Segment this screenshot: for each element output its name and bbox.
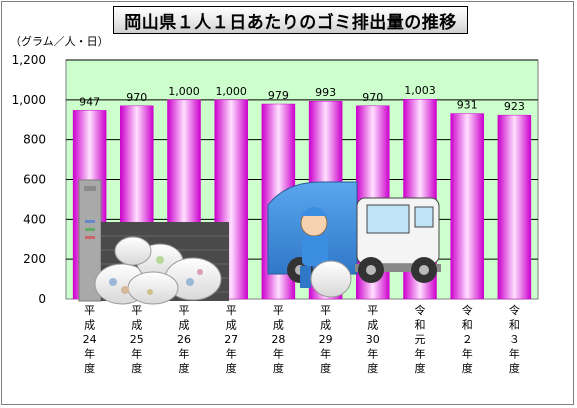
x-tick-label-part: 令 xyxy=(415,303,426,317)
garbage-truck-illustration xyxy=(267,181,441,298)
data-label: 947 xyxy=(79,95,100,108)
x-tick-label-part: 25 xyxy=(130,333,144,346)
x-tick-label-part: 令 xyxy=(509,303,520,317)
x-tick-label-part: 28 xyxy=(271,333,285,346)
x-tick-label-part: 度 xyxy=(273,361,284,375)
data-label: 923 xyxy=(504,100,525,113)
data-label: 970 xyxy=(362,91,383,104)
garbage-bags-illustration xyxy=(78,179,229,305)
x-tick-label-part: 成 xyxy=(226,319,237,332)
x-tick-label-part: 平 xyxy=(226,304,237,317)
y-tick-label: 1,000 xyxy=(12,93,46,107)
x-tick-label-part: 度 xyxy=(415,361,426,375)
x-tick-label-part: 成 xyxy=(367,319,378,332)
x-tick-label-part: 度 xyxy=(179,361,190,375)
chart-title: 岡山県１人１日あたりのゴミ排出量の推移 xyxy=(124,12,457,33)
x-tick-label-part: 30 xyxy=(366,333,380,346)
x-tick-label-part: 年 xyxy=(320,347,331,361)
y-tick-label: 200 xyxy=(23,252,46,266)
x-tick-label-part: 令 xyxy=(462,303,473,317)
x-tick-label-part: 成 xyxy=(84,319,95,332)
data-label: 931 xyxy=(457,99,478,112)
y-axis-ticks: 0 200 400 600 800 1,000 1,200 xyxy=(12,53,46,306)
x-tick-label-part: 度 xyxy=(367,361,378,375)
x-tick-label-part: 度 xyxy=(131,361,142,375)
x-axis-labels: 平成24年度平成25年度平成26年度平成27年度平成28年度平成29年度平成30… xyxy=(83,303,520,375)
x-tick-label-part: 元 xyxy=(415,333,426,346)
data-label: 970 xyxy=(126,91,147,104)
bar xyxy=(497,114,532,300)
x-tick-label-part: 年 xyxy=(179,347,190,361)
x-tick-label-part: 成 xyxy=(320,319,331,332)
x-tick-label-part: 年 xyxy=(462,347,473,361)
x-tick-label-part: 和 xyxy=(509,319,520,332)
bar xyxy=(450,113,484,300)
x-tick-label-part: 年 xyxy=(415,347,426,361)
x-tick-label-part: 度 xyxy=(509,361,520,375)
data-label: 979 xyxy=(268,89,289,102)
data-label: 1,000 xyxy=(215,85,247,98)
y-tick-label: 400 xyxy=(23,212,46,226)
chart-title-box: 岡山県１人１日あたりのゴミ排出量の推移 xyxy=(113,6,468,34)
y-tick-label: 800 xyxy=(23,133,46,147)
x-tick-label-part: 27 xyxy=(224,333,238,346)
x-tick-label-part: 平 xyxy=(273,304,284,317)
x-tick-label-part: 度 xyxy=(462,361,473,375)
y-tick-label: 1,200 xyxy=(12,53,46,67)
x-tick-label-part: 26 xyxy=(177,333,191,346)
x-tick-label-part: 平 xyxy=(320,304,331,317)
x-tick-label-part: 度 xyxy=(84,361,95,375)
x-tick-label-part: 24 xyxy=(83,333,97,346)
x-tick-label-part: 年 xyxy=(226,347,237,361)
x-tick-label-part: ２ xyxy=(462,333,473,346)
x-tick-label-part: 成 xyxy=(273,319,284,332)
y-tick-label: 600 xyxy=(23,173,46,187)
x-tick-label-part: 成 xyxy=(179,319,190,332)
x-tick-label-part: 年 xyxy=(84,347,95,361)
x-tick-label-part: 年 xyxy=(509,347,520,361)
x-tick-label-part: 度 xyxy=(226,361,237,375)
x-tick-label-part: 成 xyxy=(131,319,142,332)
x-tick-label-part: 平 xyxy=(367,304,378,317)
y-tick-label: 0 xyxy=(38,292,46,306)
x-tick-label-part: 和 xyxy=(415,319,426,332)
x-tick-label-part: ３ xyxy=(509,333,520,346)
x-tick-label-part: 平 xyxy=(131,304,142,317)
data-label: 1,003 xyxy=(404,84,436,97)
x-tick-label-part: 年 xyxy=(131,347,142,361)
data-labels: 947 970 1,000 1,000 979 993 970 1,003 931 923 xyxy=(79,84,525,113)
x-tick-label-part: 平 xyxy=(84,304,95,317)
x-tick-label-part: 平 xyxy=(179,304,190,317)
data-label: 1,000 xyxy=(168,85,200,98)
x-tick-label-part: 年 xyxy=(367,347,378,361)
y-axis-unit-label: （グラム／人・日） xyxy=(10,35,109,48)
data-label: 993 xyxy=(315,86,336,99)
x-tick-label-part: 年 xyxy=(273,347,284,361)
x-tick-label-part: 度 xyxy=(320,361,331,375)
x-tick-label-part: 和 xyxy=(462,319,473,332)
x-tick-label-part: 29 xyxy=(319,333,333,346)
